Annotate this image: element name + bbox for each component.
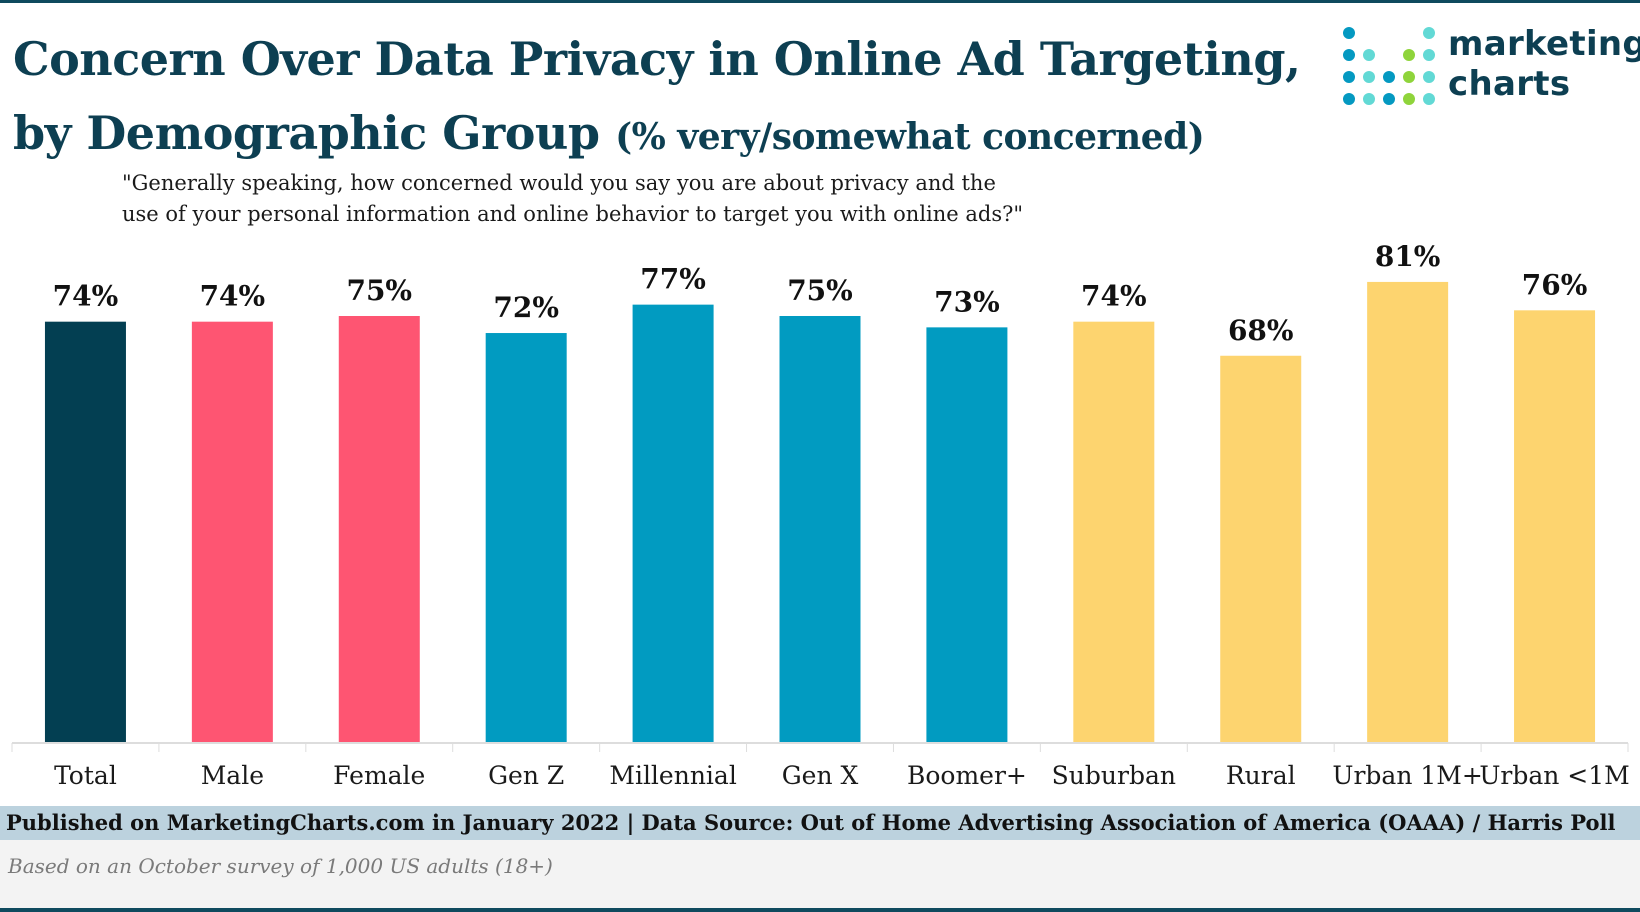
category-label: Total [54, 761, 117, 790]
bar-gen-x [779, 316, 861, 742]
data-label: 73% [934, 285, 1000, 318]
logo-dot [1423, 71, 1435, 83]
category-label: Millennial [609, 761, 736, 790]
logo-line-1: marketing [1448, 24, 1640, 64]
data-label: 74% [53, 280, 119, 313]
data-label: 72% [493, 291, 559, 324]
top-rule [0, 0, 1640, 3]
data-label: 81% [1375, 240, 1441, 273]
question-line-1: "Generally speaking, how concerned would… [122, 171, 996, 195]
title-main: by Demographic Group [13, 106, 600, 160]
bar-urban-1m [1514, 310, 1596, 742]
category-label: Urban 1M+ [1332, 761, 1482, 790]
dot-matrix-logo-icon [1343, 27, 1435, 105]
title-suffix: (% very/somewhat concerned) [615, 116, 1205, 158]
bar-total [44, 321, 126, 742]
bar-gen-z [485, 333, 567, 742]
logo-dot [1363, 71, 1375, 83]
survey-question: "Generally speaking, how concerned would… [122, 168, 1023, 230]
logo-dot [1343, 93, 1355, 105]
bar-rural [1220, 355, 1302, 742]
question-line-2: use of your personal information and onl… [122, 202, 1024, 226]
data-label: 75% [787, 274, 853, 307]
logo-dot [1403, 71, 1415, 83]
category-label: Male [201, 761, 264, 790]
bar-boomer- [926, 327, 1008, 742]
logo-dot [1403, 93, 1415, 105]
logo-dot [1403, 49, 1415, 61]
chart-title: Concern Over Data Privacy in Online Ad T… [13, 22, 1301, 174]
bar-millennial [632, 304, 714, 742]
category-label: Rural [1226, 761, 1296, 790]
data-label: 77% [640, 263, 706, 296]
bar-suburban [1073, 321, 1155, 742]
title-line-1: Concern Over Data Privacy in Online Ad T… [13, 32, 1301, 86]
source-bar: Published on MarketingCharts.com in Janu… [0, 806, 1640, 840]
logo-dot [1423, 49, 1435, 61]
category-label: Suburban [1052, 761, 1176, 790]
logo-dot [1363, 93, 1375, 105]
category-label: Boomer+ [907, 761, 1027, 790]
logo-dot [1363, 49, 1375, 61]
logo-dot [1423, 93, 1435, 105]
category-label: Gen Z [488, 761, 564, 790]
marketingcharts-logo: marketing charts [1342, 24, 1640, 106]
logo-dot [1423, 27, 1435, 39]
source-text: Published on MarketingCharts.com in Janu… [6, 810, 1616, 835]
bar-chart: 74% Total 74% Male 75% Female 72% Gen Z 77% Mille… [11, 240, 1630, 790]
category-label: Urban <1M [1479, 761, 1629, 790]
logo-dot [1383, 93, 1395, 105]
logo-dot [1383, 71, 1395, 83]
data-label: 68% [1228, 314, 1294, 347]
bar-male [191, 321, 273, 742]
data-label: 75% [346, 274, 412, 307]
bottom-rule [0, 908, 1640, 912]
category-label: Gen X [782, 761, 859, 790]
bar-female [338, 316, 420, 742]
logo-line-2: charts [1448, 64, 1571, 104]
data-label: 74% [200, 280, 266, 313]
data-label: 76% [1522, 268, 1588, 301]
survey-note: Based on an October survey of 1,000 US a… [8, 854, 553, 878]
note-area: Based on an October survey of 1,000 US a… [0, 840, 1640, 908]
logo-dot [1343, 49, 1355, 61]
title-line-2: by Demographic Group (% very/somewhat co… [13, 96, 1301, 174]
bar-urban-1m- [1367, 281, 1449, 742]
category-label: Female [333, 761, 425, 790]
logo-wordmark: marketing charts [1448, 24, 1640, 104]
logo-dot [1343, 27, 1355, 39]
logo-dot [1343, 71, 1355, 83]
data-label: 74% [1081, 280, 1147, 313]
